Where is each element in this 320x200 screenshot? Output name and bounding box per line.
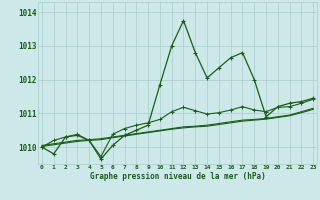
X-axis label: Graphe pression niveau de la mer (hPa): Graphe pression niveau de la mer (hPa)	[90, 172, 266, 181]
